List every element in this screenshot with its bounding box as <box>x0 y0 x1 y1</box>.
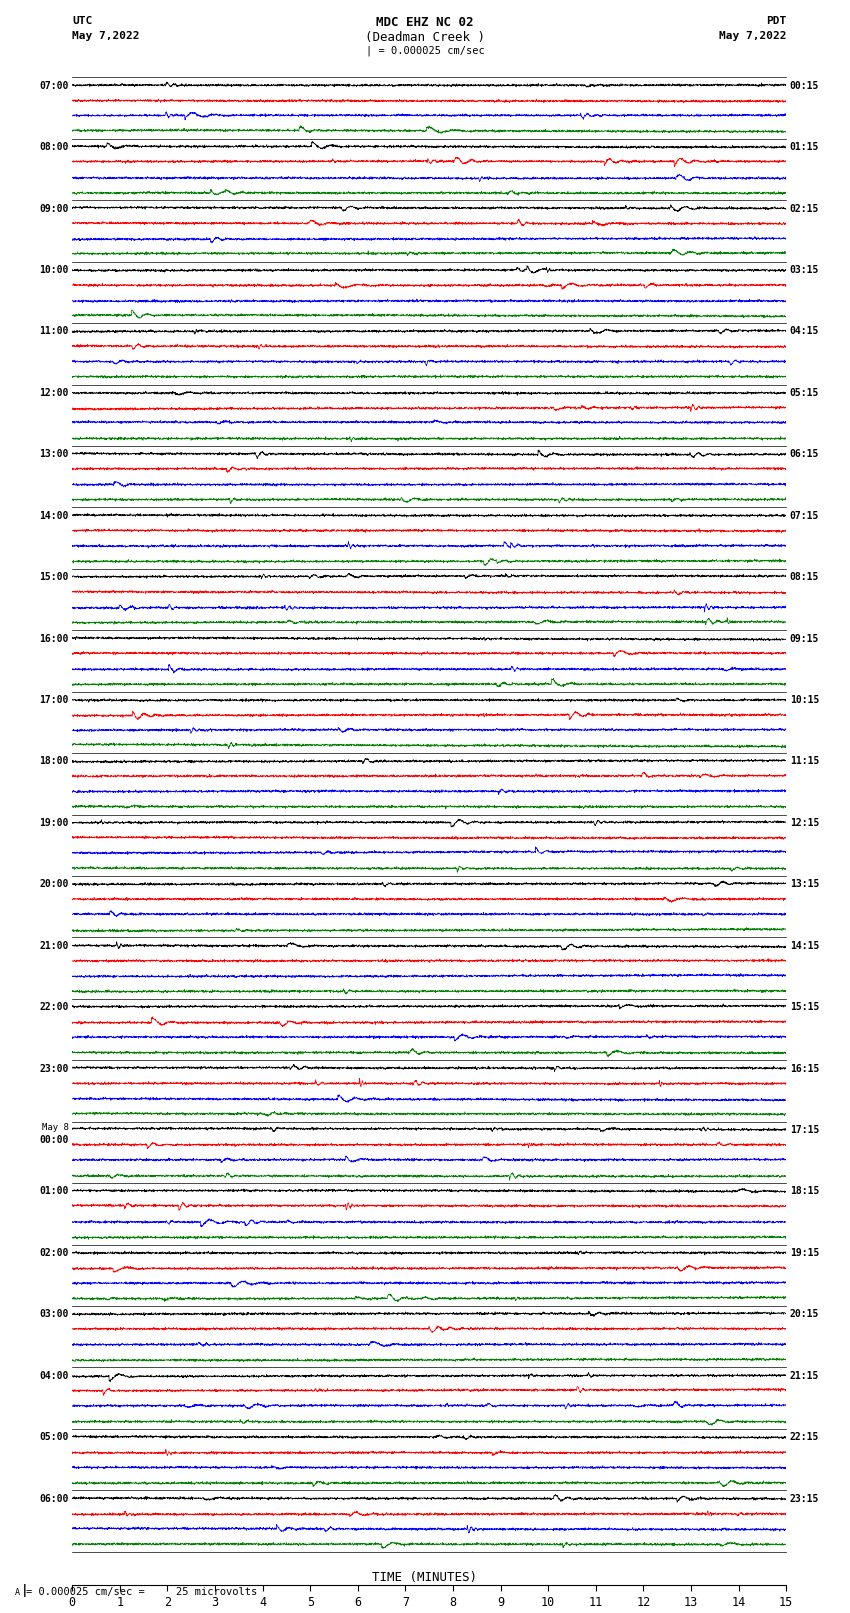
Text: | = 0.000025 cm/sec: | = 0.000025 cm/sec <box>366 45 484 56</box>
Text: TIME (MINUTES): TIME (MINUTES) <box>372 1571 478 1584</box>
Text: 14:15: 14:15 <box>790 940 819 950</box>
Text: 07:00: 07:00 <box>39 81 69 90</box>
Text: 00:00: 00:00 <box>39 1134 69 1145</box>
Text: MDC EHZ NC 02: MDC EHZ NC 02 <box>377 16 473 29</box>
Text: 05:00: 05:00 <box>39 1432 69 1442</box>
Text: PDT: PDT <box>766 16 786 26</box>
Text: 19:00: 19:00 <box>39 818 69 827</box>
Text: 14:00: 14:00 <box>39 511 69 521</box>
Text: 15:15: 15:15 <box>790 1002 819 1011</box>
Text: 08:00: 08:00 <box>39 142 69 152</box>
Text: 18:00: 18:00 <box>39 756 69 766</box>
Text: May 7,2022: May 7,2022 <box>719 31 786 40</box>
Text: (Deadman Creek ): (Deadman Creek ) <box>365 31 485 44</box>
Text: 18:15: 18:15 <box>790 1187 819 1197</box>
Text: 13:00: 13:00 <box>39 448 69 460</box>
Text: 07:15: 07:15 <box>790 511 819 521</box>
Text: 20:00: 20:00 <box>39 879 69 889</box>
Text: 03:15: 03:15 <box>790 265 819 274</box>
Text: 15:00: 15:00 <box>39 573 69 582</box>
Text: 20:15: 20:15 <box>790 1310 819 1319</box>
Text: 02:00: 02:00 <box>39 1248 69 1258</box>
Text: |: | <box>20 1584 28 1597</box>
Text: 23:00: 23:00 <box>39 1063 69 1074</box>
Text: 23:15: 23:15 <box>790 1494 819 1503</box>
Text: 10:00: 10:00 <box>39 265 69 274</box>
Text: 01:15: 01:15 <box>790 142 819 152</box>
Text: 01:00: 01:00 <box>39 1187 69 1197</box>
Text: 06:00: 06:00 <box>39 1494 69 1503</box>
Text: 06:15: 06:15 <box>790 448 819 460</box>
Text: 13:15: 13:15 <box>790 879 819 889</box>
Text: 21:15: 21:15 <box>790 1371 819 1381</box>
Text: 03:00: 03:00 <box>39 1310 69 1319</box>
Text: 12:15: 12:15 <box>790 818 819 827</box>
Text: 04:15: 04:15 <box>790 326 819 337</box>
Text: 22:00: 22:00 <box>39 1002 69 1011</box>
Text: May 8: May 8 <box>42 1123 69 1132</box>
Text: 04:00: 04:00 <box>39 1371 69 1381</box>
Text: May 7,2022: May 7,2022 <box>72 31 139 40</box>
Text: 21:00: 21:00 <box>39 940 69 950</box>
Text: 09:00: 09:00 <box>39 203 69 213</box>
Text: 11:00: 11:00 <box>39 326 69 337</box>
Text: 16:15: 16:15 <box>790 1063 819 1074</box>
Text: 19:15: 19:15 <box>790 1248 819 1258</box>
Text: 16:00: 16:00 <box>39 634 69 644</box>
Text: A: A <box>14 1587 20 1597</box>
Text: 11:15: 11:15 <box>790 756 819 766</box>
Text: 02:15: 02:15 <box>790 203 819 213</box>
Text: 17:15: 17:15 <box>790 1124 819 1136</box>
Text: 09:15: 09:15 <box>790 634 819 644</box>
Text: UTC: UTC <box>72 16 93 26</box>
Text: 17:00: 17:00 <box>39 695 69 705</box>
Text: = 0.000025 cm/sec =     25 microvolts: = 0.000025 cm/sec = 25 microvolts <box>26 1587 257 1597</box>
Text: 12:00: 12:00 <box>39 387 69 398</box>
Text: 08:15: 08:15 <box>790 573 819 582</box>
Text: 00:15: 00:15 <box>790 81 819 90</box>
Text: 05:15: 05:15 <box>790 387 819 398</box>
Text: 22:15: 22:15 <box>790 1432 819 1442</box>
Text: 10:15: 10:15 <box>790 695 819 705</box>
